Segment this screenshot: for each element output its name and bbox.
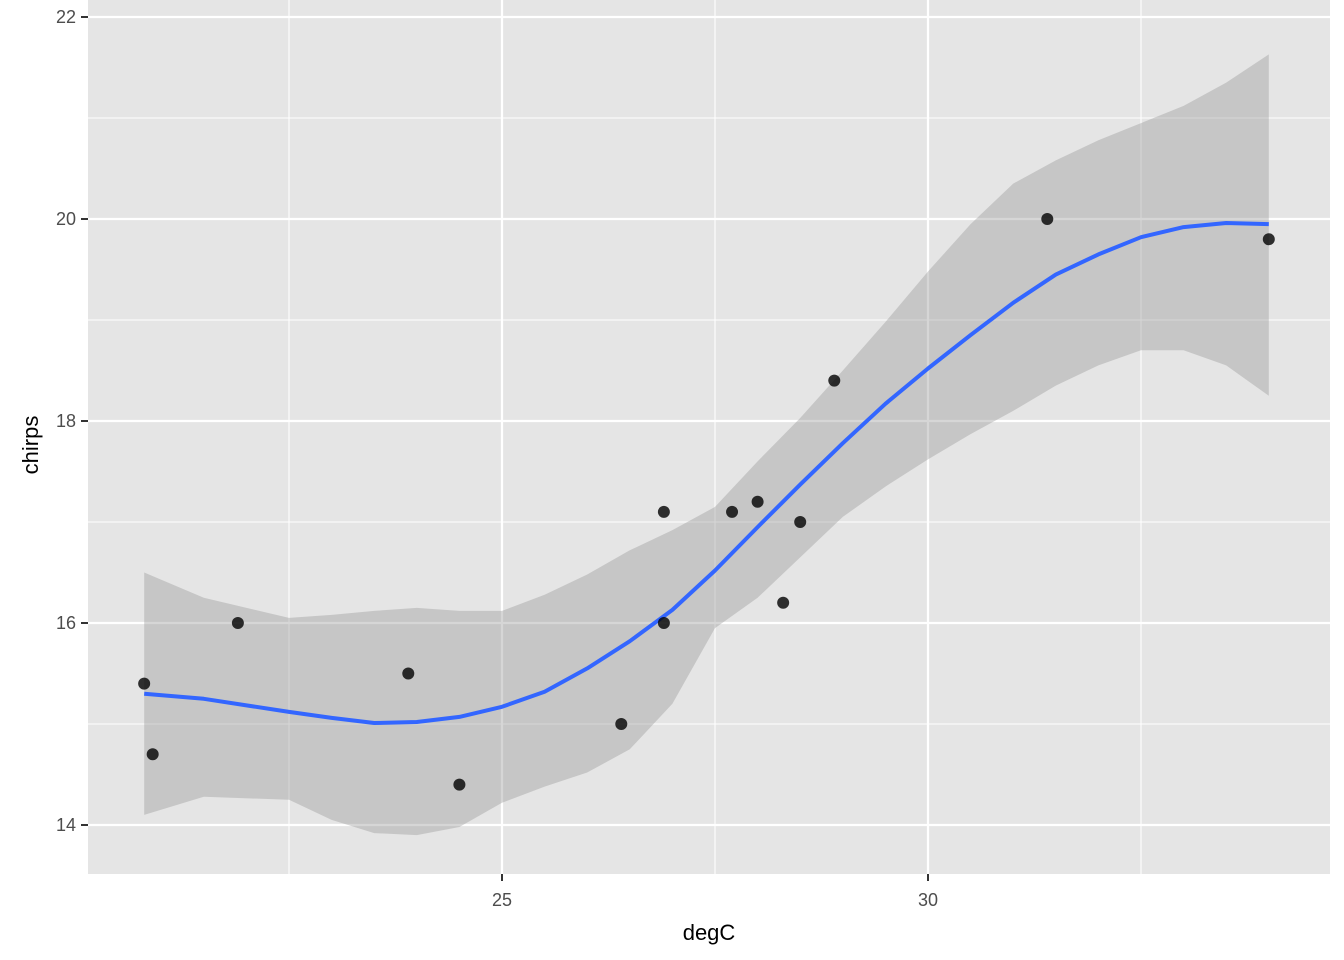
grid-major xyxy=(88,0,1330,874)
x-axis-title: degC xyxy=(683,920,736,945)
grid-minor xyxy=(88,0,1330,874)
data-point xyxy=(828,374,841,387)
plot-panel xyxy=(88,0,1330,874)
y-tick-label: 14 xyxy=(56,815,76,835)
x-tick-label: 30 xyxy=(918,890,938,910)
y-tick-label: 20 xyxy=(56,209,76,229)
y-axis-title: chirps xyxy=(18,416,43,475)
data-point xyxy=(657,505,670,518)
y-tick-label: 16 xyxy=(56,613,76,633)
data-point xyxy=(726,505,739,518)
data-point xyxy=(777,596,790,609)
data-point xyxy=(231,617,244,629)
smooth-line xyxy=(144,221,1269,725)
y-tick-label: 22 xyxy=(56,7,76,27)
data-point xyxy=(615,718,628,730)
data-point xyxy=(138,677,151,690)
data-point xyxy=(1262,233,1275,246)
y-tick-label: 18 xyxy=(56,411,76,431)
x-tick-label: 25 xyxy=(492,890,512,910)
data-points xyxy=(138,213,1275,791)
data-point xyxy=(657,617,670,629)
data-point xyxy=(1041,213,1054,225)
x-axis: 25 30 xyxy=(492,874,938,910)
data-point xyxy=(794,516,807,528)
confidence-band xyxy=(144,54,1269,836)
data-point xyxy=(146,748,159,761)
data-point xyxy=(453,778,466,791)
data-point xyxy=(751,495,764,508)
y-axis: 14 16 18 20 22 xyxy=(56,7,88,835)
data-point xyxy=(402,667,415,680)
